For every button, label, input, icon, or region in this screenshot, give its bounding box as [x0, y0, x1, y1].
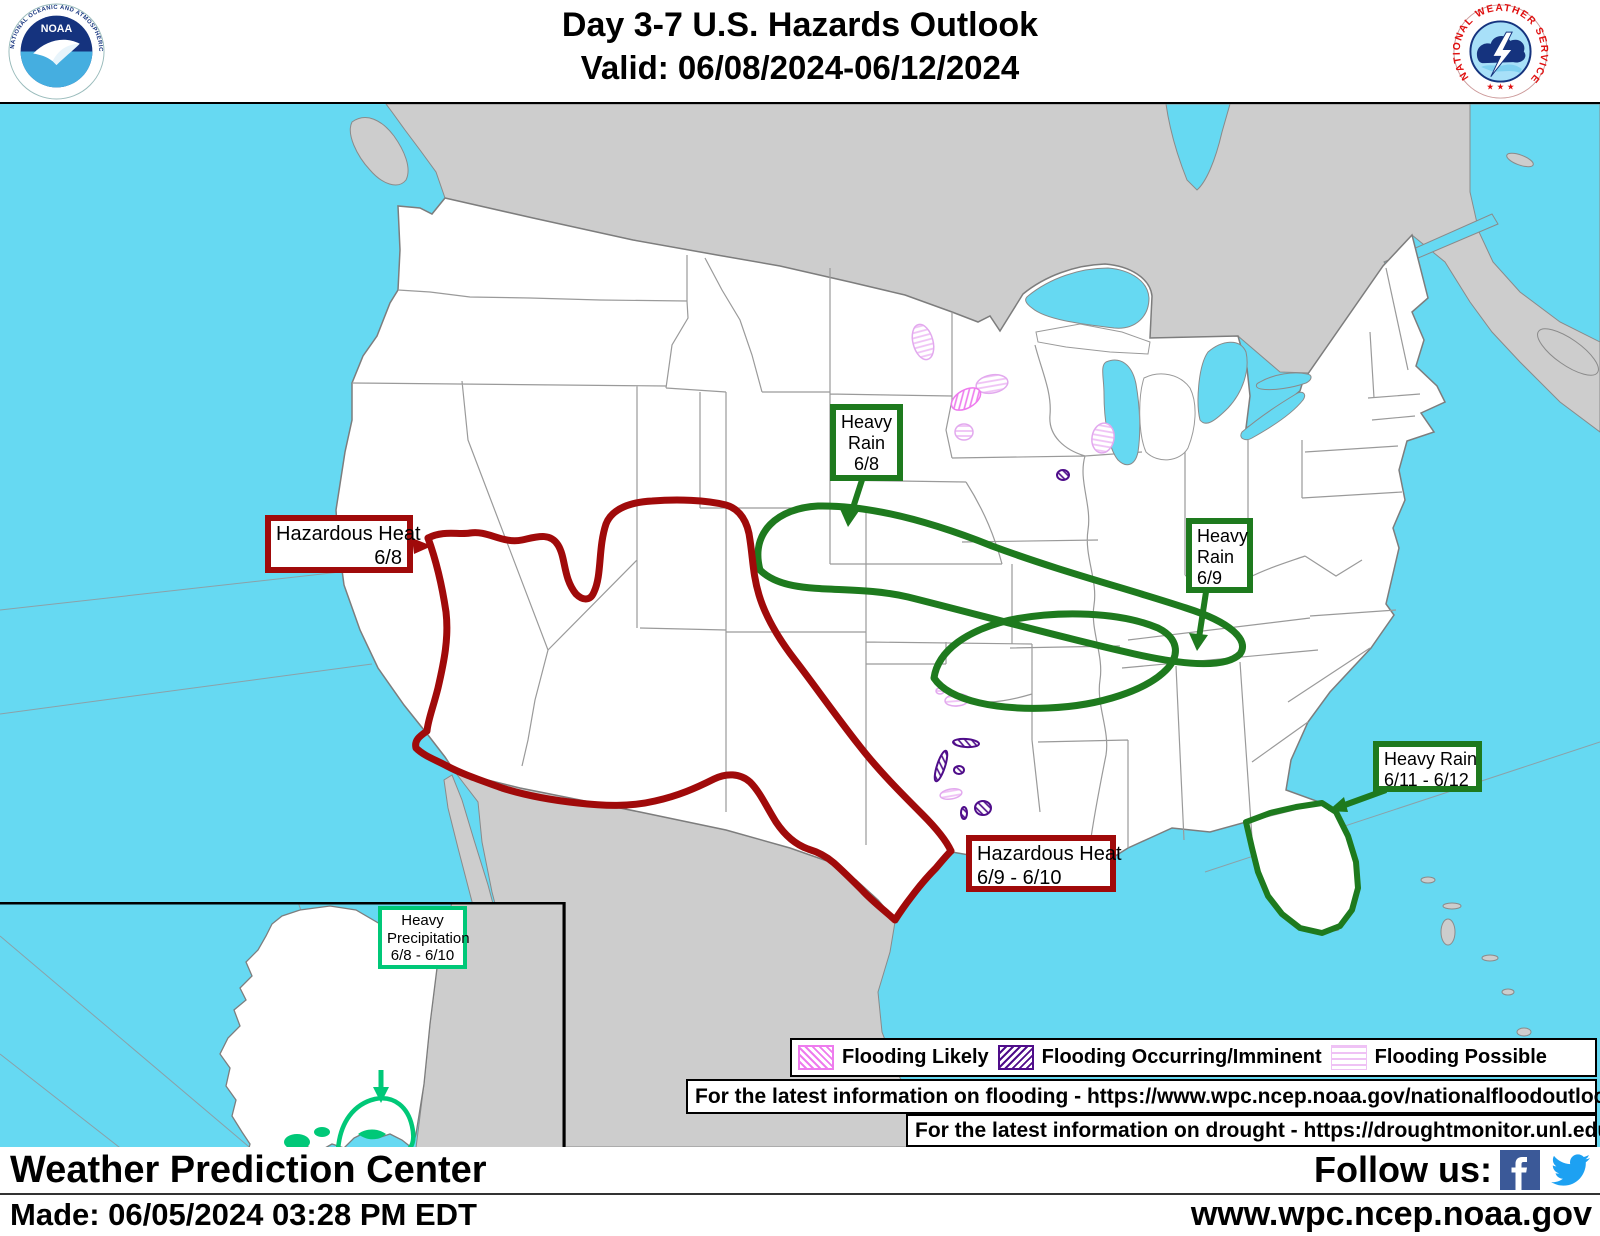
made-timestamp: Made: 06/05/2024 03:28 PM EDT: [10, 1197, 477, 1232]
hazard-label-heavy-rain-plains: Heavy Rain 6/8: [830, 404, 903, 481]
hazard-label-text: Rain: [847, 433, 886, 454]
twitter-icon[interactable]: [1548, 1150, 1592, 1190]
legend-item-flooding-possible: Flooding Possible: [1330, 1045, 1547, 1070]
hazard-label-text: Heavy: [841, 412, 893, 432]
legend-item-flooding-occurring: Flooding Occurring/Imminent: [997, 1045, 1322, 1070]
legend-label: Flooding Occurring/Imminent: [1041, 1046, 1322, 1068]
legend-item-flooding-likely: Flooding Likely: [798, 1045, 989, 1070]
hazard-label-text: Heavy: [401, 912, 444, 929]
conus-map-canvas: [0, 104, 1600, 1147]
header: NATIONAL OCEANIC AND ATMOSPHERIC ADMINIS…: [0, 0, 1600, 104]
hazard-label-date: 6/8 - 6/10: [390, 947, 455, 965]
page-title: Day 3-7 U.S. Hazards Outlook Valid: 06/0…: [200, 4, 1400, 88]
hazard-label-text: Hazardous Heat: [977, 843, 1122, 865]
nws-logo-icon: NATIONAL WEATHER SERVICE ★ ★ ★: [1452, 3, 1548, 99]
facebook-icon[interactable]: [1500, 1150, 1540, 1190]
flooding-possible-swatch-icon: [1330, 1045, 1367, 1070]
hazard-label-text: Heavy: [1197, 526, 1249, 546]
legend-label: Flooding Likely: [842, 1046, 989, 1068]
hazard-label-date: 6/11 - 6/12: [1384, 770, 1469, 791]
website-url: www.wpc.ncep.noaa.gov: [1190, 1195, 1592, 1233]
state-borders: [351, 255, 1421, 848]
hazard-label-text: Heavy Rain: [1384, 749, 1478, 769]
flooding-occurring-areas: [933, 469, 1070, 820]
heavy-rain-outlines: [754, 502, 1361, 936]
hazard-label-hazardous-heat-texas: Hazardous Heat 6/9 - 6/10: [966, 835, 1122, 892]
flooding-likely-areas: [950, 387, 982, 411]
hazard-label-date: 6/8: [853, 454, 880, 475]
label-arrows: [412, 479, 1388, 812]
hazard-label-date: 6/9: [1197, 568, 1223, 589]
canada-landmass: [349, 104, 1600, 433]
heavy-rain-outline-florida: [1243, 800, 1361, 936]
footer-divider: [0, 1193, 1600, 1195]
hazard-label-text: Hazardous Heat: [276, 523, 421, 545]
michigan-peninsulas: [1035, 323, 1196, 461]
svg-text:NOAA: NOAA: [41, 23, 73, 35]
flooding-possible-areas: [911, 323, 1115, 801]
noaa-logo-icon: NATIONAL OCEANIC AND ATMOSPHERIC ADMINIS…: [8, 3, 105, 100]
hazard-label-heavy-rain-ohio-valley: Heavy Rain 6/9: [1186, 518, 1253, 593]
flooding-legend: Flooding Likely Flooding Occurring/Immin…: [790, 1038, 1597, 1077]
title-line1: Day 3-7 U.S. Hazards Outlook: [561, 6, 1039, 44]
hazardous-heat-outlines: [412, 496, 955, 924]
great-lakes: [1025, 267, 1312, 466]
svg-text:★ ★ ★: ★ ★ ★: [1486, 81, 1514, 91]
hazards-map: [0, 104, 1600, 1236]
legend-label: Flooding Possible: [1374, 1046, 1547, 1068]
hazard-label-text: Rain: [1197, 547, 1235, 568]
flooding-info-bar: For the latest information on flooding -…: [686, 1079, 1600, 1114]
hazard-label-hazardous-heat-west: Hazardous Heat 6/8: [265, 515, 421, 573]
flooding-likely-swatch-icon: [798, 1045, 834, 1070]
footer: Weather Prediction Center Follow us: Mad…: [0, 1147, 1600, 1236]
org-name: Weather Prediction Center: [10, 1149, 487, 1191]
inset-border: [0, 902, 566, 1236]
flooding-occurring-swatch-icon: [997, 1045, 1034, 1070]
title-line2: Valid: 06/08/2024-06/12/2024: [580, 48, 1020, 86]
follow-us: Follow us:: [1314, 1149, 1592, 1191]
heavy-rain-outline-midsouth: [930, 610, 1179, 712]
drought-info-bar: For the latest information on drought - …: [906, 1114, 1600, 1147]
follow-us-label: Follow us:: [1314, 1149, 1492, 1190]
hazard-label-heavy-rain-florida: Heavy Rain 6/11 - 6/12: [1373, 741, 1482, 792]
heavy-rain-outline-plains: [754, 502, 1246, 668]
hazard-label-date: 6/8: [374, 546, 402, 569]
hazard-label-date: 6/9 - 6/10: [977, 866, 1062, 889]
hazard-label-heavy-precipitation-alaska: Heavy Precipitation 6/8 - 6/10: [378, 906, 470, 969]
hazard-label-text: Precipitation: [387, 929, 470, 947]
